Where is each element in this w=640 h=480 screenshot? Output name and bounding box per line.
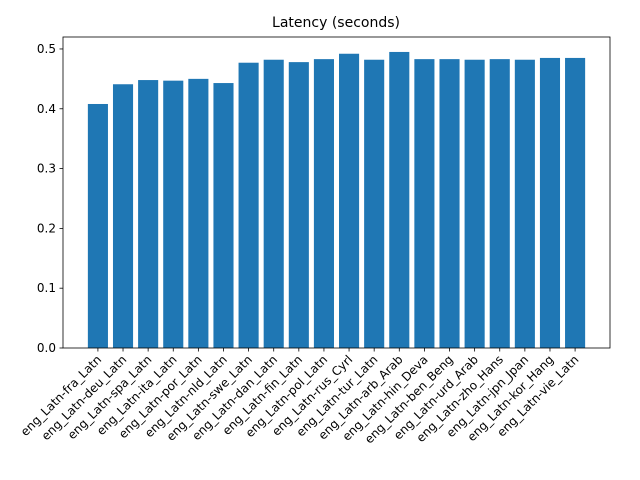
bar — [238, 62, 259, 348]
y-tick-label: 0.3 — [37, 162, 56, 176]
bar — [339, 53, 360, 348]
bar — [112, 84, 134, 348]
y-tick-label: 0.2 — [37, 221, 56, 235]
bar — [414, 59, 435, 348]
bar — [163, 80, 184, 349]
y-tick-label: 0.1 — [37, 281, 56, 295]
bar — [288, 62, 309, 348]
bar — [87, 103, 108, 348]
y-tick-label: 0.4 — [37, 102, 56, 116]
bar — [213, 83, 234, 348]
bar — [539, 57, 561, 349]
bar — [464, 59, 485, 348]
bar — [514, 59, 535, 348]
y-tick-label: 0.0 — [37, 341, 56, 355]
bar — [364, 59, 385, 348]
bar — [263, 59, 284, 348]
bar — [439, 59, 460, 348]
bar — [489, 59, 510, 348]
bar — [565, 57, 586, 349]
plot-frame — [62, 36, 611, 349]
bar — [188, 78, 209, 348]
bar — [313, 59, 334, 348]
bar — [389, 51, 410, 348]
chart-title: Latency (seconds) — [272, 15, 400, 31]
y-tick-label: 0.5 — [37, 42, 56, 56]
bar — [138, 80, 159, 349]
